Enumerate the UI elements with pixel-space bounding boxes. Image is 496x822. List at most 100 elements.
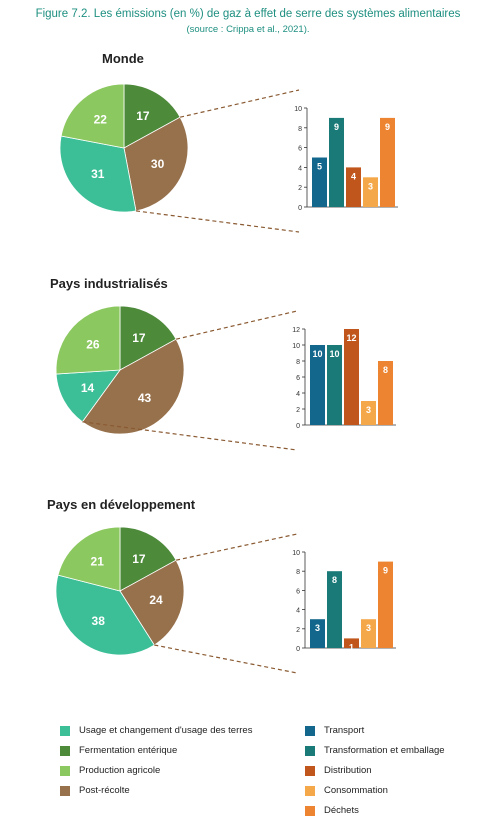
slice-enteric-fermentation	[119, 305, 177, 371]
slice-value-label: 26	[86, 338, 100, 352]
legend-item-post: Post-récolte	[60, 785, 130, 796]
legend-label: Déchets	[324, 805, 359, 816]
slice-value-label: 31	[91, 167, 105, 181]
y-tick-label: 8	[296, 569, 300, 576]
y-tick-label: 6	[298, 146, 302, 153]
bar-processing-packaging	[327, 345, 342, 425]
y-tick-label: 10	[292, 343, 300, 350]
y-tick-label: 8	[296, 359, 300, 366]
bar-value-label: 3	[368, 181, 373, 191]
panel-pays-en-developpement: Pays en développement 17 24 38 21 0 2 4 6 8 10 3 8 1…	[0, 493, 496, 728]
slice-agricultural-production	[57, 526, 121, 592]
slice-agricultural-production	[60, 83, 125, 149]
bar-transport	[310, 345, 325, 425]
bar-processing-packaging	[327, 571, 342, 648]
bar-value-label: 12	[346, 333, 356, 343]
bar-distribution	[344, 638, 359, 648]
legend-label: Distribution	[324, 765, 372, 776]
legend-swatch	[305, 725, 315, 736]
slice-agricultural-production	[55, 305, 121, 375]
legend-swatch	[305, 765, 315, 776]
bar-value-label: 10	[329, 349, 339, 359]
bar-value-label: 4	[351, 171, 356, 181]
connector-line-bottom	[154, 644, 298, 674]
legend-item-agri: Production agricole	[60, 765, 160, 776]
connector-line-top	[175, 533, 298, 561]
panel-svg: 17 43 14 26 0 2 4 6 8 10 12 10 10 12 3 8	[55, 305, 396, 451]
legend-label: Post-récolte	[79, 785, 130, 796]
legend-label: Transport	[324, 725, 365, 736]
bar-value-label: 9	[334, 122, 339, 132]
slice-post-harvest	[119, 559, 185, 646]
slice-value-label: 14	[81, 381, 95, 395]
legend-label: Production agricole	[79, 765, 161, 776]
legend: Usage et changement d'usage des terres F…	[0, 720, 496, 820]
connector-line-top	[179, 89, 300, 118]
bar-processing-packaging	[329, 117, 344, 207]
legend-item-transport: Transport	[305, 725, 364, 736]
bar-value-label: 1	[349, 642, 354, 652]
legend-label: Fermentation entérique	[79, 745, 178, 756]
y-tick-label: 0	[296, 646, 300, 653]
slice-post-harvest	[81, 338, 185, 435]
legend-label: Usage et changement d'usage des terres	[79, 725, 253, 736]
y-tick-label: 8	[298, 126, 302, 133]
slice-value-label: 30	[151, 157, 165, 171]
legend-item-processing: Transformation et emballage	[305, 745, 445, 756]
legend-item-enteric: Fermentation entérique	[60, 745, 177, 756]
bar-transport	[310, 619, 325, 648]
bar-waste	[380, 117, 395, 207]
y-tick-label: 0	[298, 205, 302, 212]
y-tick-label: 4	[298, 165, 302, 172]
bar-value-label: 8	[383, 365, 388, 375]
slice-value-label: 17	[132, 331, 146, 345]
y-tick-label: 12	[292, 327, 300, 334]
bar-distribution	[346, 167, 361, 207]
y-tick-label: 10	[292, 550, 300, 557]
bar-value-label: 3	[366, 405, 371, 415]
slice-value-label: 21	[91, 555, 105, 569]
y-tick-label: 6	[296, 375, 300, 382]
slice-post-harvest	[123, 116, 189, 212]
bar-waste	[378, 561, 393, 648]
y-tick-label: 2	[298, 185, 302, 192]
legend-item-waste: Déchets	[305, 805, 359, 816]
y-tick-label: 2	[296, 407, 300, 414]
legend-item-land: Usage et changement d'usage des terres	[60, 725, 252, 736]
panel-pays-industrialises: Pays industrialisés 17 43 14 26 0 2 4 6 8 10 12 10 1…	[0, 270, 496, 505]
y-tick-label: 4	[296, 608, 300, 615]
legend-item-distribution: Distribution	[305, 765, 372, 776]
bar-distribution	[344, 329, 359, 425]
bar-waste	[378, 361, 393, 425]
y-tick-label: 4	[296, 391, 300, 398]
slice-enteric-fermentation	[123, 83, 181, 149]
figure-subtitle: (source : Crippa et al., 2021).	[186, 24, 310, 35]
slice-enteric-fermentation	[119, 526, 177, 592]
panel-title: Monde	[102, 51, 144, 66]
connector-line-bottom	[135, 210, 300, 233]
slice-value-label: 43	[138, 391, 152, 405]
legend-swatch	[60, 745, 70, 756]
panel-monde: Monde 17 30 31 22 0 2 4 6 8 10 5 9 4 3 9	[0, 45, 496, 280]
figure-title: Figure 7.2. Les émissions (en %) de gaz …	[35, 8, 461, 20]
legend-item-consumption: Consommation	[305, 785, 388, 796]
legend-swatch	[305, 805, 315, 816]
bar-value-label: 5	[317, 162, 322, 172]
bar-consumption	[361, 401, 376, 425]
y-tick-label: 6	[296, 588, 300, 595]
slice-value-label: 17	[132, 552, 146, 566]
slice-land-use	[59, 135, 137, 213]
legend-label: Transformation et emballage	[324, 745, 445, 756]
legend-swatch	[60, 785, 70, 796]
y-tick-label: 0	[296, 423, 300, 430]
bar-value-label: 3	[366, 623, 371, 633]
slice-value-label: 38	[92, 614, 106, 628]
legend-label: Consommation	[324, 785, 388, 796]
bar-value-label: 8	[332, 575, 337, 585]
panel-title: Pays en développement	[47, 497, 196, 512]
y-tick-label: 10	[294, 106, 302, 113]
bar-transport	[312, 157, 327, 207]
connector-line-top	[175, 310, 298, 340]
legend-swatch	[60, 765, 70, 776]
